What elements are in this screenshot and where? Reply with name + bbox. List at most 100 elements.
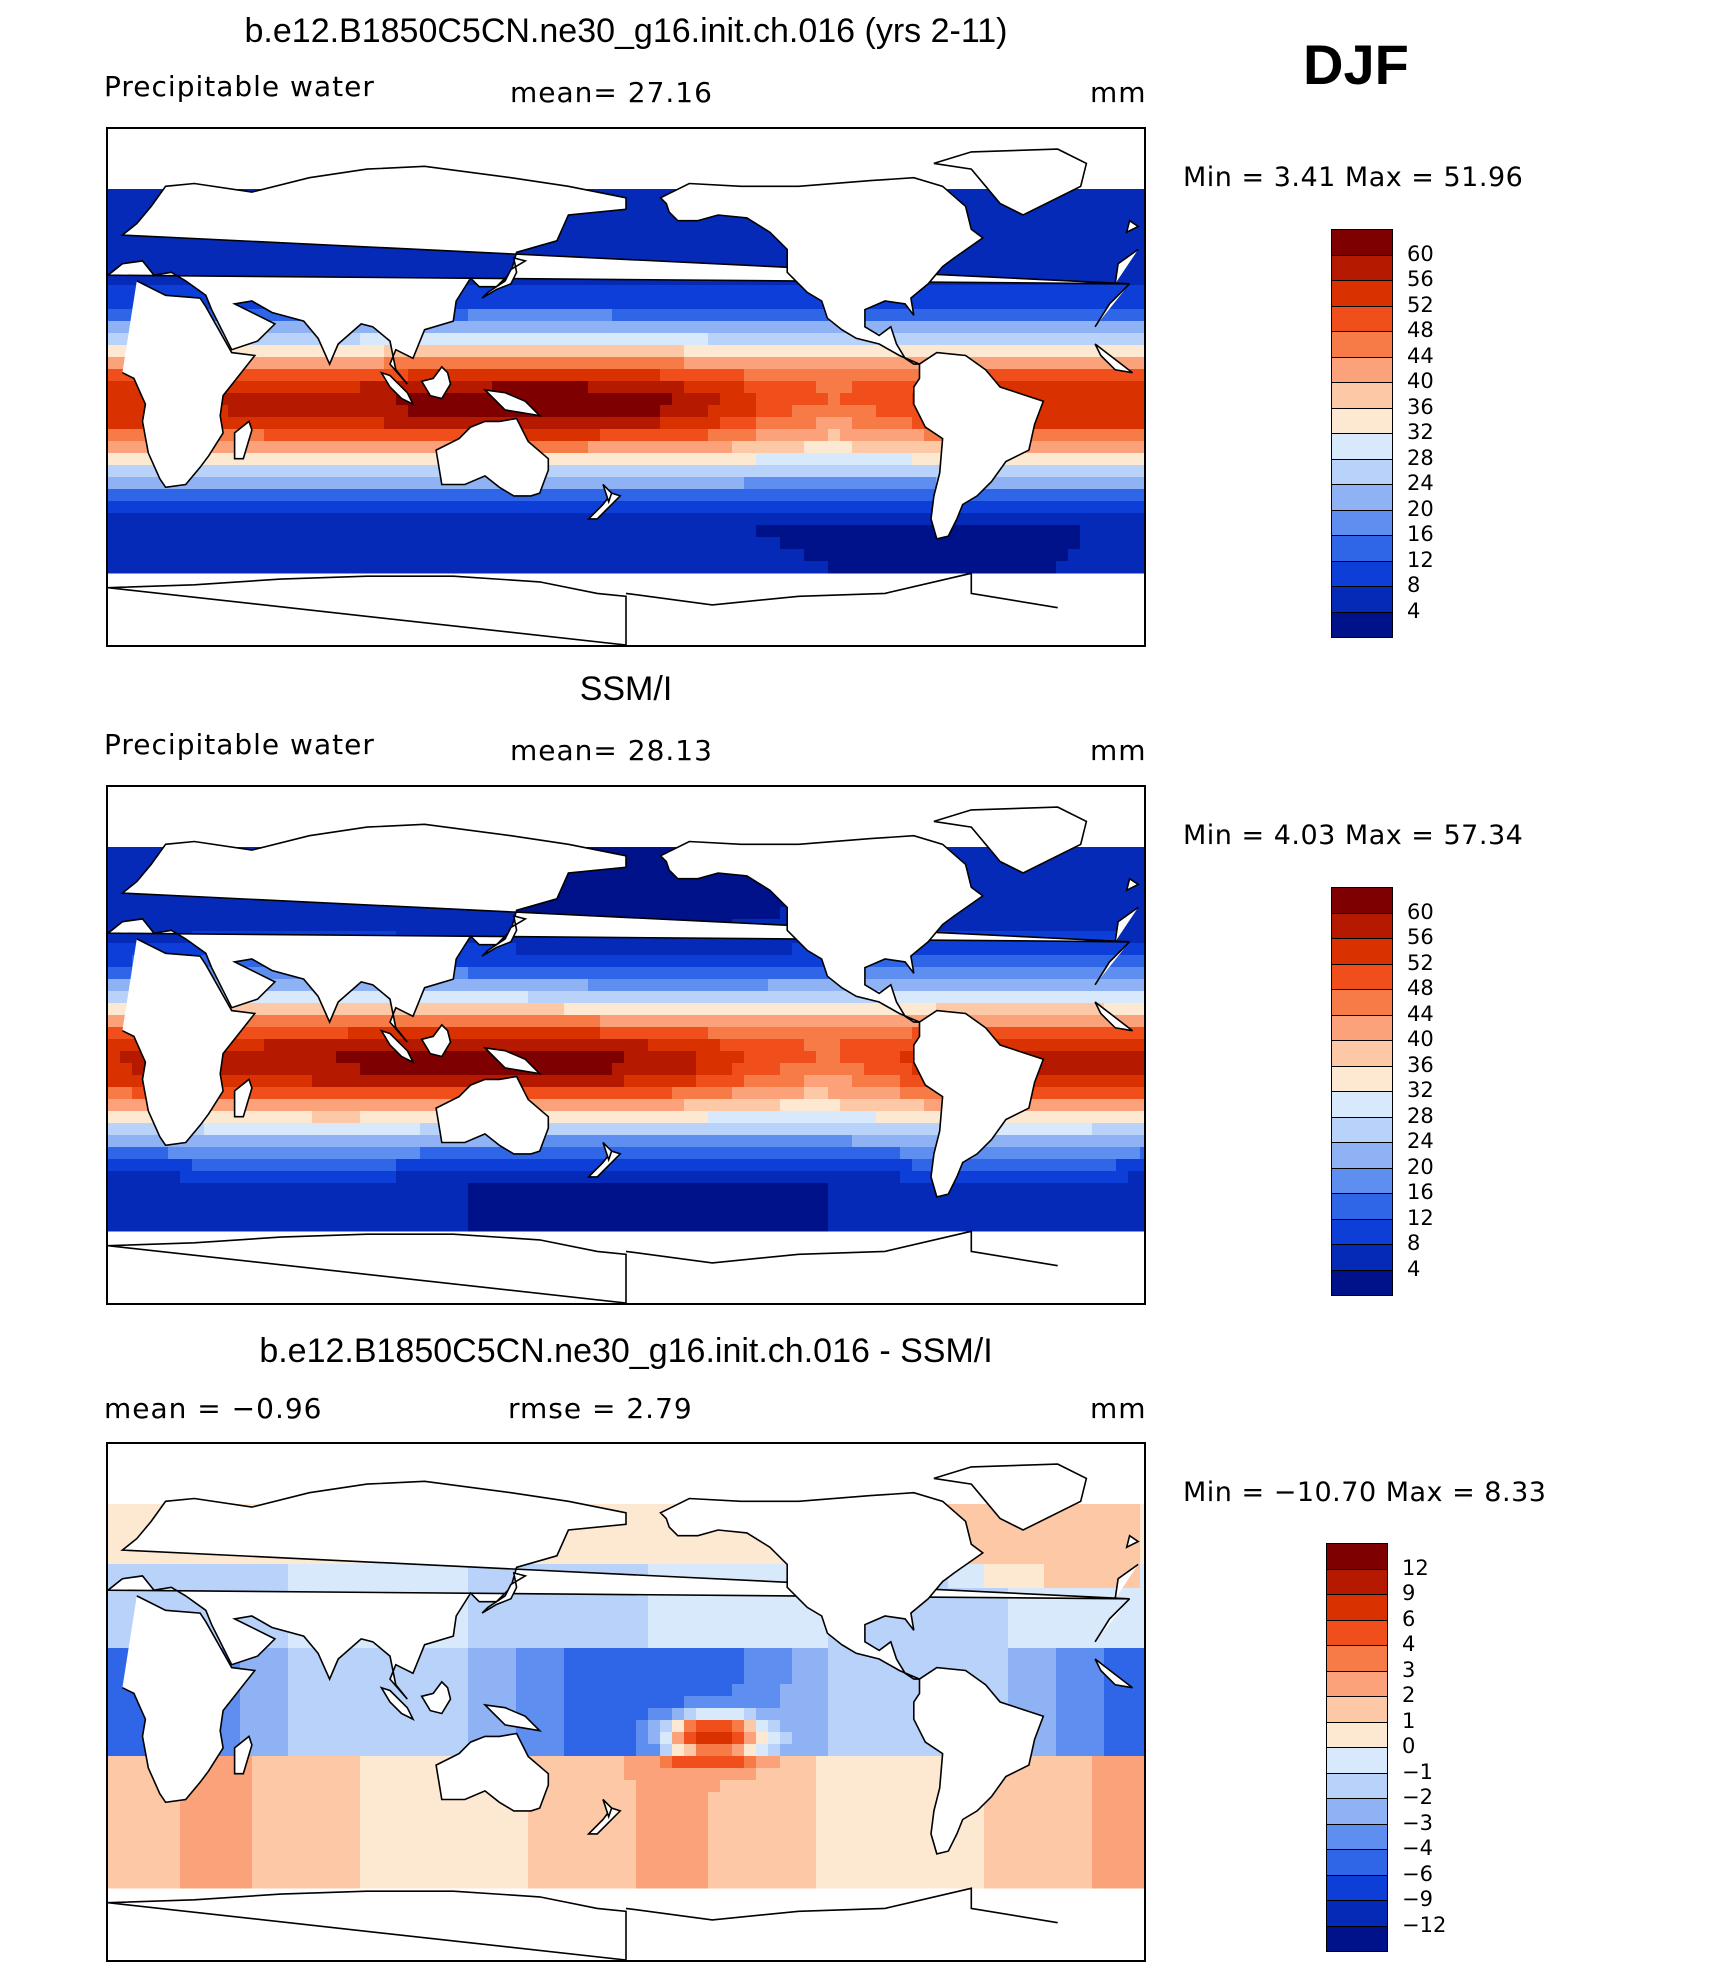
panel-1-variable: Precipitable water <box>104 70 375 103</box>
colorbar-swatch <box>1326 1925 1388 1952</box>
coastline-newguinea <box>482 1046 543 1075</box>
coastline-newguinea <box>482 1703 543 1732</box>
panel-3-rmse: rmse = 2.79 <box>508 1392 693 1425</box>
colorbar-swatch <box>1326 1849 1388 1875</box>
colorbar-swatch <box>1331 938 1393 964</box>
colorbar-label: 48 <box>1407 976 1434 1000</box>
colorbar-label: 36 <box>1407 394 1434 419</box>
coastline-namerica <box>659 176 985 365</box>
coastline-newzealandn <box>602 1798 613 1820</box>
colorbar-label: 16 <box>1407 1180 1434 1204</box>
coastline-madagascar <box>233 1735 253 1775</box>
colorbar-label: 9 <box>1402 1581 1416 1605</box>
colorbar-swatch <box>1326 1619 1388 1645</box>
colorbar-label: 3 <box>1402 1657 1416 1682</box>
colorbar-swatch <box>1331 1218 1393 1244</box>
colorbar-swatch <box>1331 1091 1393 1117</box>
colorbar-label: 24 <box>1407 1129 1434 1153</box>
colorbar-label: 6 <box>1402 1606 1416 1631</box>
colorbar-label: 32 <box>1407 1078 1434 1102</box>
coastline-namerica <box>659 834 985 1023</box>
coastline-namerica <box>659 1491 985 1680</box>
colorbar-label: 48 <box>1407 318 1434 342</box>
coastline-samerica <box>913 351 1045 540</box>
colorbar-swatch <box>1326 1721 1388 1747</box>
panel-2-title: SSM/I <box>579 670 673 708</box>
colorbar-label: 44 <box>1407 343 1434 368</box>
colorbar-label: 32 <box>1407 420 1434 444</box>
coastline-nz <box>586 1150 622 1178</box>
coastline-africa <box>122 280 1133 489</box>
colorbar-swatch <box>1331 509 1393 535</box>
colorbar-swatch <box>1331 433 1393 459</box>
coastline-newzealandn <box>602 1141 613 1163</box>
colorbar-label: 56 <box>1407 267 1434 291</box>
coastline-borneo <box>420 1680 452 1715</box>
coastline-australia <box>435 417 550 497</box>
colorbar-label: 2 <box>1402 1683 1416 1707</box>
coastline-eurasia <box>108 1480 1139 1700</box>
colorbar-swatch <box>1326 1594 1388 1620</box>
colorbar-swatch <box>1331 280 1393 306</box>
colorbar-label: −6 <box>1402 1861 1433 1886</box>
coastline-africa <box>122 938 1133 1147</box>
colorbar-swatch <box>1331 611 1393 638</box>
colorbar-label: 8 <box>1407 1231 1421 1255</box>
coastline-samerica <box>913 1009 1045 1198</box>
colorbar-swatch <box>1331 1269 1393 1296</box>
colorbar-label: 60 <box>1407 241 1434 266</box>
colorbar-label: −12 <box>1402 1912 1447 1937</box>
colorbar-label: 8 <box>1407 573 1421 597</box>
panel-3-title: b.e12.B1850C5CN.ne30_g16.init.ch.016 - S… <box>259 1332 993 1370</box>
colorbar-swatch <box>1331 229 1393 255</box>
colorbar-label: 36 <box>1407 1052 1434 1077</box>
coastline-nz <box>586 492 622 520</box>
colorbar-swatch <box>1331 989 1393 1015</box>
colorbar-swatch <box>1331 305 1393 331</box>
colorbar-label: 16 <box>1407 522 1434 546</box>
colorbar-swatch <box>1331 1116 1393 1142</box>
coastline-madagascar <box>233 1078 253 1118</box>
coastline-antarctica <box>108 572 1058 645</box>
panel-2-map <box>106 785 1146 1305</box>
colorbar-label: 4 <box>1407 598 1421 623</box>
colorbar-swatch <box>1326 1772 1388 1798</box>
panel-2-colorbar <box>1331 887 1393 1296</box>
coastline-australia <box>435 1075 550 1155</box>
colorbar-label: 40 <box>1407 1027 1434 1051</box>
colorbar-swatch <box>1326 1874 1388 1900</box>
colorbar-swatch <box>1331 356 1393 382</box>
coastline-greenland <box>933 148 1088 216</box>
colorbar-swatch <box>1331 912 1393 938</box>
coastline-borneo <box>420 365 452 400</box>
panel-3-minmax: Min = −10.70 Max = 8.33 <box>1183 1477 1547 1508</box>
panel-1-minmax: Min = 3.41 Max = 51.96 <box>1183 162 1524 193</box>
colorbar-swatch <box>1331 331 1393 357</box>
panel-3-mean: mean = −0.96 <box>104 1392 323 1425</box>
colorbar-swatch <box>1326 1823 1388 1849</box>
colorbar-label: 52 <box>1407 292 1434 317</box>
coastline-nz <box>586 1807 622 1835</box>
colorbar-swatch <box>1331 586 1393 612</box>
coastline-newguinea <box>482 388 543 417</box>
colorbar-label: 52 <box>1407 950 1434 975</box>
panel-3-units: mm <box>1090 1392 1147 1425</box>
colorbar-label: 60 <box>1407 899 1434 924</box>
panel-1-mean: mean= 27.16 <box>510 76 713 109</box>
coastline-madagascar <box>233 420 253 460</box>
colorbar-swatch <box>1331 1167 1393 1193</box>
colorbar-swatch <box>1331 1014 1393 1040</box>
colorbar-swatch <box>1331 484 1393 510</box>
coastline-uk <box>1125 219 1140 234</box>
colorbar-swatch <box>1331 1065 1393 1091</box>
colorbar-label: −4 <box>1402 1836 1433 1860</box>
colorbar-label: 12 <box>1407 1205 1434 1230</box>
colorbar-label: 20 <box>1407 1154 1434 1179</box>
colorbar-label: 12 <box>1402 1555 1429 1580</box>
coastline-sumatra <box>379 1029 415 1064</box>
coastline-australia <box>435 1732 550 1812</box>
colorbar-swatch <box>1326 1798 1388 1824</box>
colorbar-swatch <box>1331 382 1393 408</box>
colorbar-swatch <box>1326 1645 1388 1671</box>
colorbar-swatch <box>1331 963 1393 989</box>
